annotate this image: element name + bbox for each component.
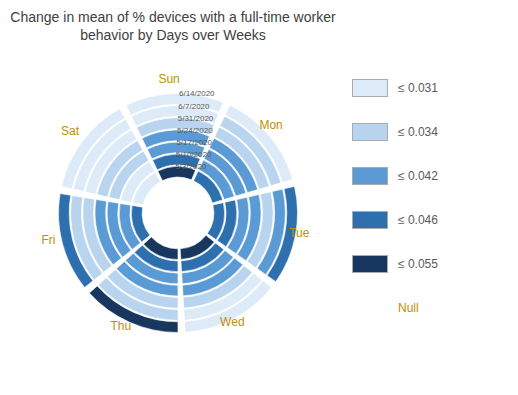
html-text:≤ 0.031: ≤ 0.031: [398, 81, 438, 95]
svg-text:5/24/2020: 5/24/2020: [177, 126, 213, 135]
svg-text:6/14/2020: 6/14/2020: [179, 89, 215, 98]
html-text:≤ 0.034: ≤ 0.034: [398, 125, 438, 139]
svg-text:Sun: Sun: [158, 72, 179, 86]
svg-text:Wed: Wed: [220, 315, 244, 329]
svg-text:Sat: Sat: [61, 124, 80, 138]
svg-text:Fri: Fri: [42, 233, 56, 247]
html-text:≤ 0.055: ≤ 0.055: [398, 257, 438, 271]
svg-text:Mon: Mon: [259, 118, 282, 132]
html-text:≤ 0.042: ≤ 0.042: [398, 169, 438, 183]
svg-text:5/17/2020: 5/17/2020: [176, 138, 212, 147]
html-text:≤ 0.046: ≤ 0.046: [398, 213, 438, 227]
svg-text:Tue: Tue: [289, 226, 310, 240]
svg-text:5/3/2020: 5/3/2020: [175, 162, 207, 171]
svg-text:5/10/2020: 5/10/2020: [176, 150, 212, 159]
html-text:Null: Null: [398, 301, 419, 315]
svg-text:6/7/2020: 6/7/2020: [178, 102, 210, 111]
html-text:Change in mean of % devices wi: Change in mean of % devices with a full-…: [10, 9, 336, 43]
svg-text:Thu: Thu: [110, 319, 131, 333]
svg-text:5/31/2020: 5/31/2020: [178, 114, 214, 123]
